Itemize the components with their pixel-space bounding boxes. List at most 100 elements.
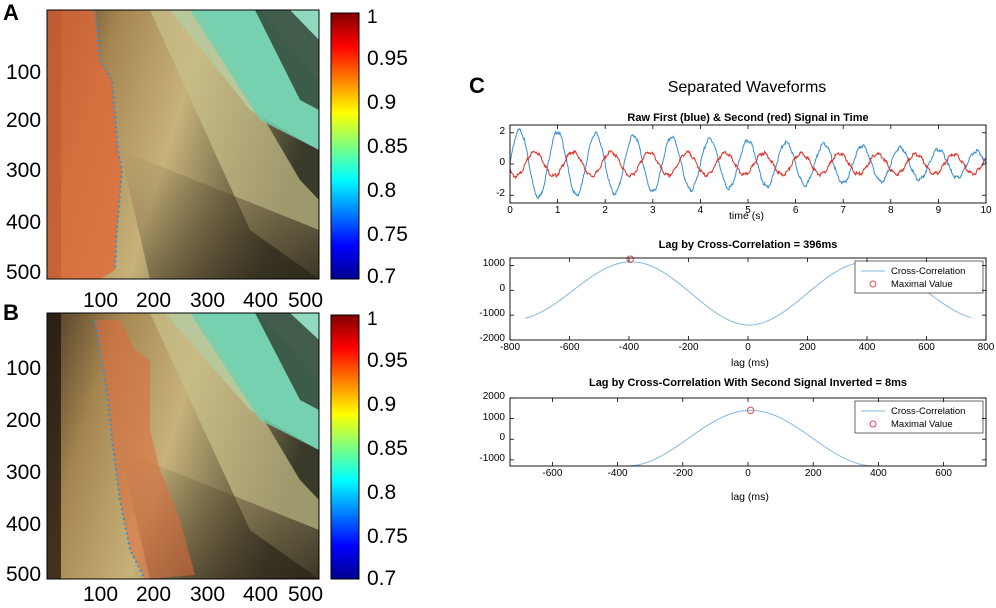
legend-label: Maximal Value	[891, 279, 953, 290]
colorbar-b	[330, 314, 360, 580]
x-tick-label: 4	[697, 205, 704, 216]
x-tick-label: 400	[243, 289, 279, 312]
colorbar-tick-label: 1	[367, 309, 378, 330]
colorbar-tick-label: 0.75	[367, 525, 408, 548]
panel-label-b: B	[3, 300, 19, 325]
x-tick-label: 300	[190, 289, 226, 312]
x-tick-label: 7	[840, 205, 846, 216]
x-tick-label: 200	[136, 289, 172, 312]
x-tick-label: 0	[507, 205, 513, 216]
panel-label-a: A	[3, 0, 19, 25]
chart-legend: Cross-Correlation Maximal Value	[854, 400, 984, 434]
colorbar-tick-label: 0.85	[367, 135, 408, 158]
image-b-frame	[46, 312, 320, 580]
y-tick-label: -1000	[479, 452, 505, 464]
y-tick-label: 400	[6, 513, 42, 536]
chart-title: Raw First (blue) & Second (red) Signal i…	[627, 112, 869, 124]
y-tick-label: -1000	[479, 308, 505, 320]
colorbar-tick-label: 0.95	[367, 47, 408, 70]
colorbar-tick-label: 0.8	[367, 481, 397, 504]
y-tick-label: 400	[6, 211, 42, 234]
x-axis-label: lag (ms)	[731, 491, 769, 503]
x-tick-label: 100	[83, 289, 119, 312]
x-tick-label: -600	[542, 468, 563, 479]
x-tick-label: -400	[618, 342, 640, 353]
image-b	[47, 313, 319, 579]
x-tick-label: 400	[858, 342, 876, 353]
y-tick-label: -2	[496, 188, 505, 200]
x-axis-label: time (s)	[729, 210, 764, 222]
y-tick-label: 100	[6, 357, 42, 380]
x-tick-label: -800	[499, 342, 521, 353]
y-tick-label: 1000	[482, 258, 505, 270]
colorbar-a	[330, 12, 360, 280]
max-value-marker	[746, 406, 755, 415]
colorbar-tick-label: 0.7	[367, 567, 397, 590]
y-tick-label: 300	[6, 461, 42, 484]
y-tick-label: 200	[6, 109, 42, 132]
colorbar-tick-label: 0.9	[367, 393, 397, 416]
x-tick-label: 10	[980, 205, 992, 216]
x-tick-label: 300	[190, 583, 226, 606]
x-tick-label: 200	[804, 468, 822, 479]
x-tick-label: 5	[745, 205, 751, 216]
y-tick-label: 200	[6, 409, 42, 432]
x-tick-label: 600	[918, 342, 935, 353]
x-axis-label: lag (ms)	[731, 357, 769, 369]
legend-label: Maximal Value	[891, 419, 953, 430]
y-tick-label: 500	[6, 563, 42, 586]
chart-title: Lag by Cross-Correlation With Second Sig…	[588, 377, 908, 389]
colorbar-tick-label: 0.9	[367, 91, 397, 114]
legend-label: Cross-Correlation	[891, 406, 965, 417]
y-tick-label: -2000	[479, 333, 505, 344]
image-a-frame	[46, 9, 320, 280]
x-tick-label: 1	[554, 205, 561, 216]
y-tick-label: 0	[499, 283, 505, 295]
x-tick-label: 6	[792, 205, 799, 216]
y-tick-label: 500	[6, 261, 42, 284]
series-line-blue	[510, 127, 986, 200]
image-a	[47, 10, 319, 279]
x-tick-label: 500	[288, 289, 324, 312]
colorbar-tick-label: 0.95	[367, 349, 408, 372]
colorbar-tick-label: 1	[367, 7, 378, 28]
chart-title: Lag by Cross-Correlation = 396ms	[658, 239, 838, 251]
x-tick-label: 600	[935, 468, 952, 479]
x-tick-label: 400	[870, 468, 887, 479]
chart-xcorr-inverted: Cross-Correlation Maximal Value	[509, 397, 987, 467]
x-tick-label: -400	[607, 468, 628, 479]
y-tick-label: 1000	[482, 411, 505, 423]
x-tick-label: 500	[288, 583, 324, 606]
panel-c-title: Separated Waveforms	[667, 79, 827, 96]
x-tick-label: 0	[745, 342, 751, 353]
max-value-marker	[626, 255, 634, 263]
x-tick-label: 200	[799, 342, 816, 353]
xcorr-line	[624, 409, 872, 466]
chart-legend: Cross-Correlation Maximal Value	[854, 260, 984, 294]
colorbar-tick-label: 0.75	[367, 223, 408, 246]
x-tick-label: 3	[650, 205, 656, 216]
x-tick-label: 800	[977, 342, 995, 353]
panel-label-c: C	[469, 73, 485, 98]
x-tick-label: 200	[136, 583, 172, 606]
y-tick-label: 0	[499, 432, 505, 444]
x-tick-label: -600	[559, 342, 580, 353]
y-tick-label: 2000	[482, 391, 505, 402]
plot-frame	[509, 124, 987, 204]
chart-xcorr: Cross-Correlation Maximal Value	[509, 255, 987, 341]
colorbar-tick-label: 0.7	[367, 265, 397, 288]
x-tick-label: 100	[83, 583, 119, 606]
series-line-red	[510, 149, 986, 180]
y-tick-label: 100	[6, 61, 42, 84]
colorbar-tick-label: 0.85	[367, 437, 408, 460]
x-tick-label: 8	[888, 205, 894, 216]
x-tick-label: 9	[935, 205, 942, 216]
x-tick-label: 400	[243, 583, 279, 606]
chart-raw-signals	[509, 124, 987, 204]
x-tick-label: 2	[602, 205, 608, 216]
y-tick-label: 2	[499, 125, 505, 137]
y-tick-label: 300	[6, 159, 42, 182]
colorbar-tick-label: 0.8	[367, 179, 397, 202]
x-tick-label: -200	[672, 468, 693, 479]
